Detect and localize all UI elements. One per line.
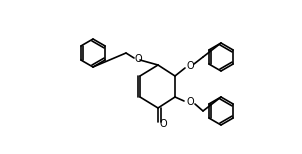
Text: O: O bbox=[186, 61, 194, 71]
Text: O: O bbox=[159, 119, 167, 129]
Text: O: O bbox=[186, 97, 194, 107]
Text: O: O bbox=[134, 54, 142, 64]
